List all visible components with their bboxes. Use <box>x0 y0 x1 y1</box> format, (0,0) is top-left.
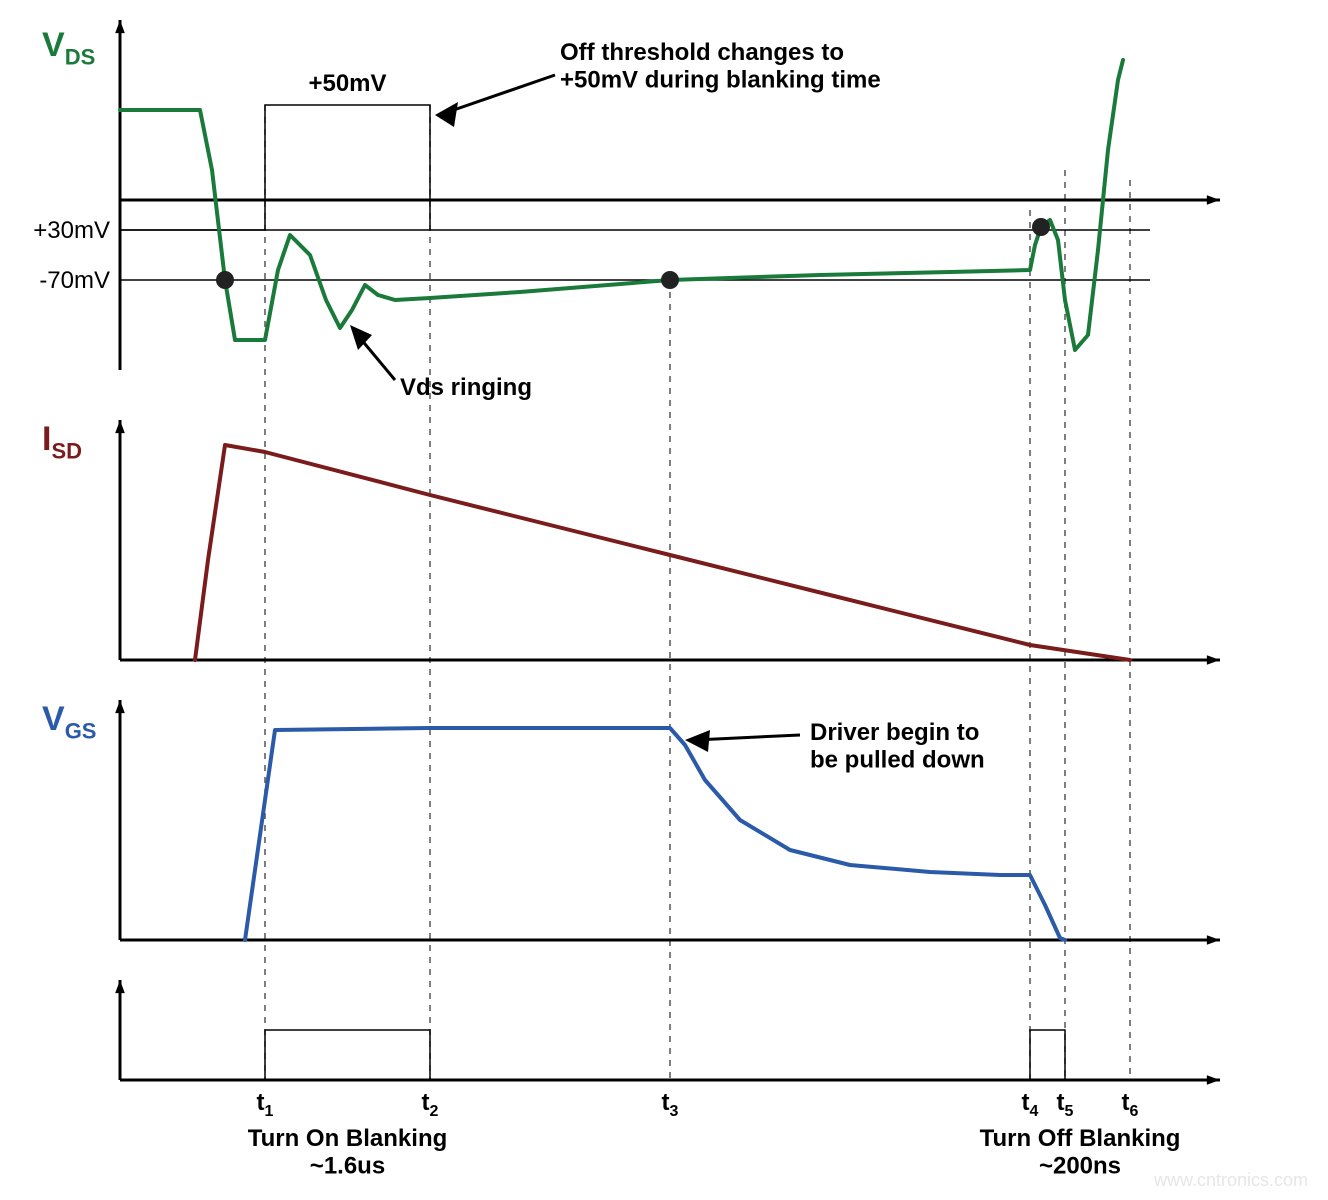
isd-waveform <box>195 445 1130 660</box>
annotation-ringing: Vds ringing <box>400 374 532 401</box>
vds-waveform <box>120 60 1123 350</box>
vds-dot-1 <box>661 271 679 289</box>
label-plus50: +50mV <box>308 70 386 97</box>
vgs-label: VGS <box>42 700 96 744</box>
watermark: www.cntronics.com <box>1153 1170 1308 1190</box>
annotation-driver: Driver begin tobe pulled down <box>810 719 985 774</box>
label-plus30: +30mV <box>33 217 110 244</box>
time-label-t6: t6 <box>1122 1089 1139 1120</box>
label-minus70: -70mV <box>39 267 110 294</box>
annotation-turn-off: Turn Off Blanking~200ns <box>980 1125 1181 1180</box>
time-label-t4: t4 <box>1022 1089 1039 1120</box>
plus50-step <box>120 105 430 230</box>
time-label-t2: t2 <box>422 1089 439 1120</box>
time-label-t5: t5 <box>1057 1089 1074 1120</box>
annotation-threshold: Off threshold changes to+50mV during bla… <box>560 39 881 94</box>
time-label-t3: t3 <box>662 1089 679 1120</box>
vds-dot-2 <box>1032 218 1050 236</box>
vds-label: VDS <box>42 26 95 70</box>
blank-pulse-0 <box>265 1030 430 1080</box>
isd-label: ISD <box>42 420 82 464</box>
annotation-turn-on: Turn On Blanking~1.6us <box>248 1125 448 1180</box>
vds-dot-0 <box>216 271 234 289</box>
blank-pulse-1 <box>1030 1030 1065 1080</box>
time-label-t1: t1 <box>257 1089 274 1120</box>
